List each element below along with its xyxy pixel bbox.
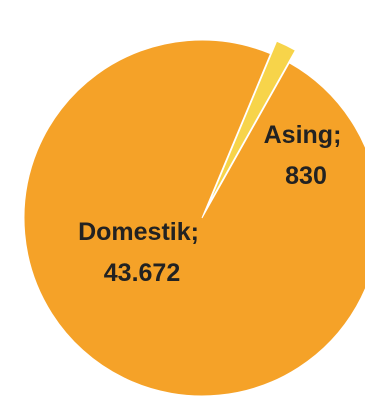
pie-slices [23, 39, 365, 396]
slice-domestik [23, 39, 365, 396]
slice-label-asing-value: 830 [285, 162, 327, 190]
slice-label-asing: Asing; 830 [264, 121, 349, 190]
slice-label-domestik-value: 43.672 [104, 259, 180, 287]
slice-label-domestik: Domestik; 43.672 [78, 218, 206, 287]
slice-asing [207, 40, 297, 206]
slice-label-asing-name: Asing; [264, 121, 342, 149]
slice-label-domestik-name: Domestik; [78, 218, 199, 246]
